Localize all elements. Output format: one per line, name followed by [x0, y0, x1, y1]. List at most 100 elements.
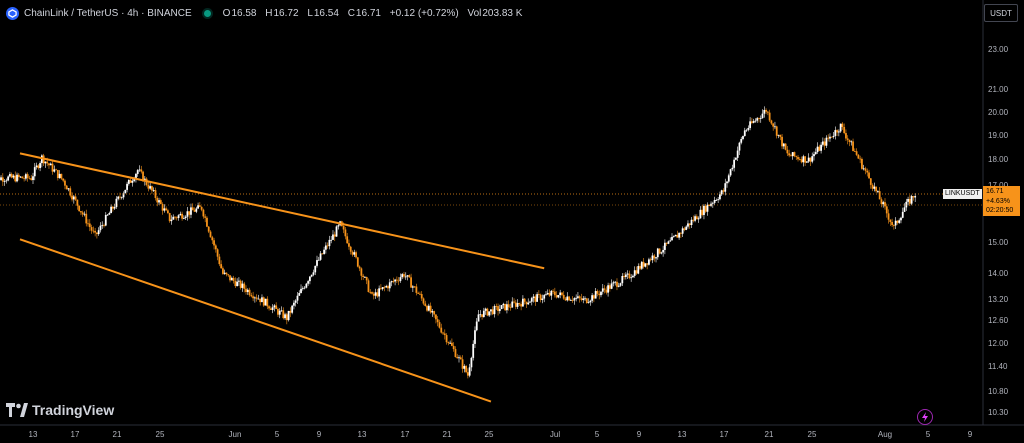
candle-body — [140, 169, 143, 172]
candle-body — [727, 175, 730, 182]
candle-body — [115, 198, 118, 208]
candle-body — [385, 286, 388, 288]
candle-body — [903, 207, 906, 212]
candle-body — [630, 277, 633, 279]
candle-body — [761, 113, 764, 119]
candle-body — [607, 285, 609, 293]
candle-body — [135, 173, 137, 180]
candle-body — [864, 168, 867, 171]
candle-body — [539, 294, 542, 301]
candle-body — [703, 205, 705, 215]
candle-body — [713, 200, 716, 203]
candle-body — [197, 205, 199, 209]
candle-body — [894, 220, 897, 226]
candle-body — [488, 311, 491, 316]
candle-body — [269, 308, 272, 310]
candle-body — [40, 155, 43, 164]
candle-body — [820, 144, 822, 151]
candle-body — [850, 141, 853, 143]
candle-body — [655, 257, 657, 259]
candle-body — [800, 159, 803, 163]
candle-body — [802, 156, 805, 163]
candle-body — [484, 308, 487, 311]
candle-body — [745, 129, 748, 131]
candle-body — [853, 151, 856, 152]
trendline-upper[interactable] — [19, 152, 545, 270]
candle-body — [596, 291, 599, 294]
candle-body — [896, 220, 899, 223]
candle-body — [514, 302, 517, 307]
symbol-title[interactable]: ChainLink / TetherUS · 4h · BINANCE — [24, 7, 192, 19]
candle-body — [323, 249, 325, 254]
time-tick-label: 25 — [155, 430, 165, 439]
candle-body — [381, 287, 384, 290]
candle-body — [626, 273, 629, 275]
candle-body — [191, 207, 194, 211]
trendline-lower[interactable] — [19, 238, 492, 403]
candle-body — [726, 181, 728, 184]
candle-body — [878, 191, 881, 200]
candle-body — [151, 186, 153, 191]
currency-button[interactable]: USDT — [984, 4, 1018, 22]
time-tick-label: 21 — [442, 430, 452, 439]
candle-body — [786, 149, 789, 154]
candle-body — [804, 156, 807, 163]
time-tick-label: Aug — [877, 430, 893, 439]
time-tick-label: Jun — [228, 430, 242, 439]
candle-body — [383, 287, 386, 288]
candle-body — [651, 255, 654, 261]
candle-body — [213, 240, 215, 246]
candle-body — [843, 126, 846, 134]
candle-body — [413, 286, 416, 288]
candle-body — [165, 208, 168, 211]
candle-body — [733, 159, 736, 168]
candle-body — [898, 220, 901, 223]
candle-body — [287, 310, 290, 321]
candle-body — [587, 302, 590, 303]
candle-body — [513, 301, 515, 303]
candle-body — [791, 152, 794, 157]
candle-body — [747, 127, 750, 130]
price-tick-label: 13.20 — [988, 295, 1009, 304]
candle-body — [248, 289, 251, 296]
lightning-icon[interactable] — [917, 409, 933, 425]
candle-body — [608, 285, 611, 289]
candle-body — [305, 283, 308, 288]
candle-body — [264, 298, 267, 306]
candle-body — [701, 209, 704, 215]
candle-body — [119, 196, 121, 198]
candle-body — [71, 195, 73, 200]
candle-body — [216, 249, 219, 257]
candle-body — [403, 274, 405, 277]
tradingview-brand[interactable]: TradingView — [6, 402, 114, 418]
candle-body — [740, 139, 743, 143]
candle-body — [9, 173, 11, 177]
candle-body — [243, 283, 246, 289]
candle-body — [577, 296, 579, 298]
candle-body — [266, 298, 269, 307]
candle-body — [821, 141, 824, 145]
candle-body — [218, 256, 221, 265]
candle-body — [466, 372, 469, 376]
candle-body — [708, 204, 711, 206]
candle-body — [122, 193, 125, 198]
candle-body — [752, 121, 755, 123]
candle-body — [502, 303, 505, 306]
candle-body — [349, 246, 352, 252]
candle-body — [664, 242, 666, 250]
candle-body — [545, 294, 547, 296]
candle-body — [317, 259, 320, 261]
candle-body — [571, 300, 574, 301]
candle-body — [482, 310, 485, 317]
candle-body — [273, 305, 276, 308]
candle-body — [56, 169, 59, 179]
candle-body — [348, 243, 350, 247]
candle-body — [440, 327, 443, 333]
time-tick-label: 17 — [70, 430, 80, 439]
candle-body — [23, 178, 26, 180]
candle-body — [362, 275, 365, 278]
candle-body — [32, 176, 34, 181]
candle-body — [51, 163, 54, 172]
candle-body — [48, 163, 50, 166]
